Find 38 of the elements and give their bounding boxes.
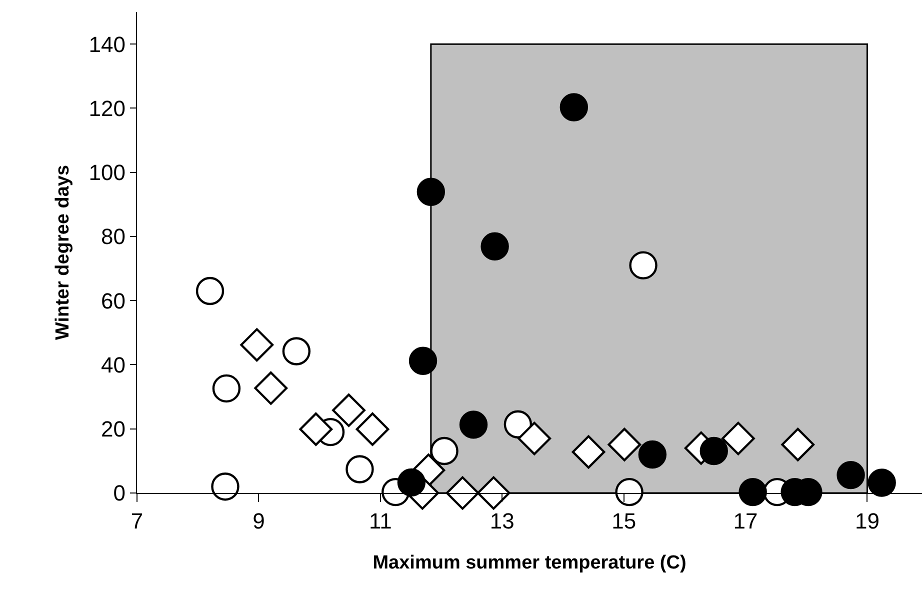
x-tick-label: 11: [368, 508, 392, 534]
y-axis-title: Winter degree days: [52, 164, 74, 340]
point: [615, 478, 644, 506]
point: [868, 468, 896, 497]
point: [518, 422, 552, 456]
x-tick-label: 19: [854, 508, 880, 534]
point: [572, 435, 606, 469]
y-tick-label: 60: [100, 288, 126, 314]
point: [722, 422, 755, 456]
point: [459, 410, 488, 439]
y-tick-label: 20: [100, 416, 126, 442]
x-tick-label: 15: [612, 508, 636, 534]
y-tick-label: 120: [88, 96, 126, 121]
point: [781, 428, 815, 462]
point: [476, 476, 510, 510]
point: [629, 251, 658, 280]
y-tick-label: 100: [88, 160, 126, 186]
point: [638, 440, 667, 469]
x-tick-label: 9: [252, 508, 265, 534]
y-tick-label: 140: [88, 32, 126, 57]
y-tick-label: 40: [100, 352, 126, 378]
point: [738, 478, 767, 506]
x-tick-label: 13: [490, 508, 514, 534]
x-axis-title: Maximum summer temperature (C): [372, 552, 686, 574]
point: [430, 436, 458, 466]
point: [480, 232, 509, 260]
point: [836, 460, 865, 490]
point: [700, 436, 728, 466]
point: [560, 93, 588, 122]
x-tick-label: 7: [130, 508, 144, 534]
point: [408, 346, 438, 375]
point: [504, 410, 532, 438]
point: [608, 428, 642, 462]
point: [416, 178, 446, 206]
point: [446, 476, 480, 510]
x-tick-label: 17: [733, 508, 758, 534]
y-tick-label: 0: [113, 480, 126, 506]
y-tick-label: 80: [100, 224, 126, 250]
